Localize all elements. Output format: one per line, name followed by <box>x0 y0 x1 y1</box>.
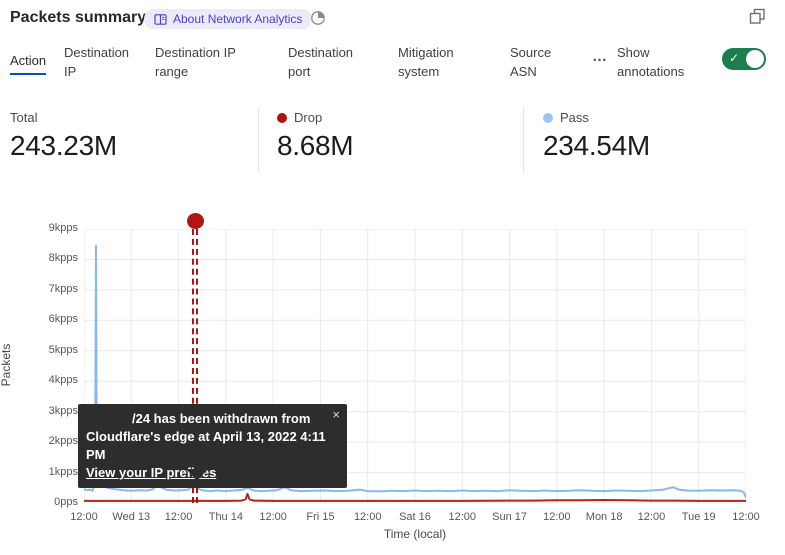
stats-divider <box>523 108 524 172</box>
tab-mitigation-system[interactable]: Mitigation system <box>398 45 454 79</box>
badge-label: About Network Analytics <box>173 12 303 26</box>
tooltip-text-line2: Cloudflare's edge at April 13, 2022 4:11… <box>86 429 326 462</box>
y-axis-tick: 8kpps <box>48 252 78 265</box>
annotation-marker-dot[interactable] <box>186 213 204 229</box>
x-axis-tick: 12:00 <box>637 511 666 523</box>
y-axis-tick: 1kpps <box>48 465 78 478</box>
tooltip-caret <box>186 469 208 481</box>
x-axis-tick: Fri 15 <box>306 511 335 523</box>
x-axis-tick: 12:00 <box>259 511 287 523</box>
x-axis-tick: Wed 13 <box>112 511 151 523</box>
tab-destination-port[interactable]: Destination port <box>288 45 354 79</box>
x-axis-tick: Tue 19 <box>681 511 716 523</box>
more-tabs-ellipsis-icon[interactable]: … <box>592 48 608 65</box>
y-axis-tick: 4kpps <box>48 374 78 387</box>
x-axis-tick: Mon 18 <box>585 511 623 523</box>
stat-total: Total 243.23M <box>10 110 117 162</box>
tab-destination-ip[interactable]: Destination IP <box>64 45 130 79</box>
stat-drop: Drop 8.68M <box>277 110 354 162</box>
toggle-knob <box>746 50 764 68</box>
view-ip-prefixes-link[interactable]: View your IP prefixes <box>86 465 217 480</box>
x-axis-title: Time (local) <box>383 527 447 541</box>
tab-action[interactable]: Action <box>10 51 47 75</box>
stat-pass-value: 234.54M <box>543 130 650 161</box>
page-title: Packets summary <box>10 9 147 26</box>
y-axis-tick: 5kpps <box>48 343 78 356</box>
y-axis-title: Packets <box>0 343 13 387</box>
book-icon <box>154 13 167 25</box>
x-axis-tick: 12:00 <box>448 511 477 523</box>
tooltip-close-icon[interactable]: × <box>332 407 340 422</box>
x-axis-tick: 12:00 <box>70 511 98 523</box>
x-axis-tick: 12:00 <box>164 511 193 523</box>
y-axis-tick: 6kpps <box>48 313 78 326</box>
annotation-tooltip: × /24 has been withdrawn from Cloudflare… <box>78 404 347 488</box>
y-axis-tick: 7kpps <box>48 282 78 295</box>
pass-legend-dot <box>543 112 553 123</box>
stat-pass-label: Pass <box>560 110 589 125</box>
pie-clock-icon[interactable] <box>310 10 326 26</box>
stat-total-value: 243.23M <box>10 130 117 161</box>
tab-destination-ip-range[interactable]: Destination IP range <box>155 45 236 79</box>
x-axis-tick: 12:00 <box>732 511 760 523</box>
stat-drop-label: Drop <box>294 110 323 125</box>
x-axis-tick: Sun 17 <box>492 511 527 523</box>
x-axis-tick: Sat 16 <box>399 511 431 523</box>
stat-drop-value: 8.68M <box>277 130 354 161</box>
about-network-analytics-badge[interactable]: About Network Analytics <box>144 9 313 29</box>
show-annotations-label: Show annotations <box>617 45 685 79</box>
y-axis-tick: 9kpps <box>48 222 78 234</box>
y-axis-tick: 3kpps <box>48 404 78 417</box>
y-axis-tick: 2kpps <box>48 435 78 448</box>
stats-divider <box>258 108 259 172</box>
stat-pass: Pass 234.54M <box>543 110 650 162</box>
stat-total-label: Total <box>10 110 38 125</box>
annotation-dashed-line <box>192 229 199 503</box>
x-axis-tick: 12:00 <box>353 511 382 523</box>
tooltip-text-line1: /24 has been withdrawn from <box>132 411 311 426</box>
checkmark-icon: ✓ <box>729 51 740 65</box>
x-axis-tick: 12:00 <box>543 511 571 523</box>
x-axis-tick: Thu 14 <box>208 511 243 523</box>
show-annotations-toggle[interactable]: ✓ <box>722 48 766 70</box>
expand-icon[interactable] <box>749 8 766 25</box>
y-axis-tick: 0pps <box>54 496 78 508</box>
tab-source-asn[interactable]: Source ASN <box>510 45 552 79</box>
drop-legend-dot <box>277 112 287 123</box>
